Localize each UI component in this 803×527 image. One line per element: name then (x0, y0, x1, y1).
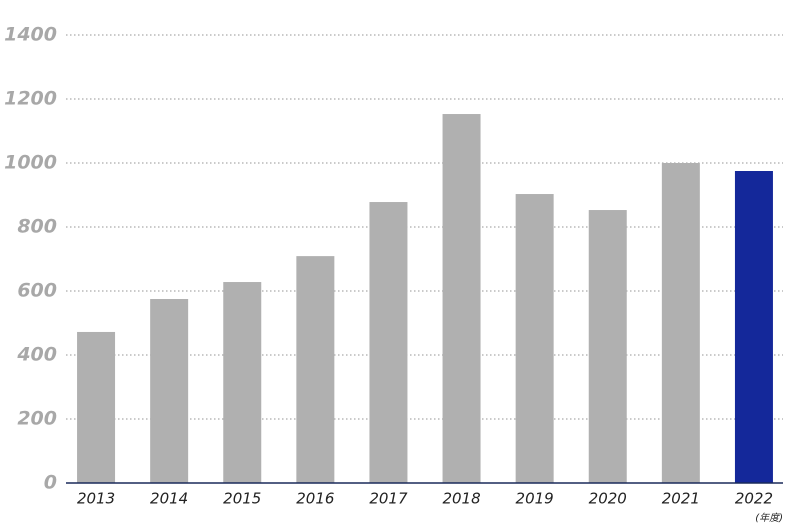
x-tick-label: 2013 (77, 490, 115, 508)
bar (77, 331, 116, 483)
bar (296, 256, 335, 483)
bar (442, 114, 481, 483)
y-tick-label: 1000 (4, 152, 57, 174)
bar (369, 202, 408, 484)
bar (588, 210, 627, 484)
y-tick-label: 0 (44, 472, 57, 494)
y-tick-label: 200 (17, 408, 57, 430)
x-tick-label: 2021 (662, 490, 700, 508)
bar (223, 282, 262, 483)
y-tick-label: 400 (16, 344, 57, 366)
y-tick-label: 1400 (4, 24, 57, 46)
y-tick-label: 600 (17, 280, 57, 302)
x-tick-label: 2018 (442, 490, 480, 508)
y-tick-label: 800 (17, 216, 57, 238)
x-tick-label: 2017 (369, 490, 408, 508)
y-tick-label: 1200 (4, 88, 57, 110)
bar (515, 194, 554, 484)
x-tick-label: 2015 (223, 490, 261, 508)
x-tick-label: 2016 (296, 490, 334, 508)
x-tick-label: 2022 (735, 490, 773, 508)
x-axis-label: (年度) (755, 512, 783, 524)
bar (150, 299, 189, 483)
bar (661, 163, 700, 483)
x-tick-label: 2019 (516, 490, 554, 508)
x-tick-label: 2014 (150, 490, 188, 508)
x-tick-label: 2020 (589, 490, 627, 508)
bar (734, 171, 773, 483)
